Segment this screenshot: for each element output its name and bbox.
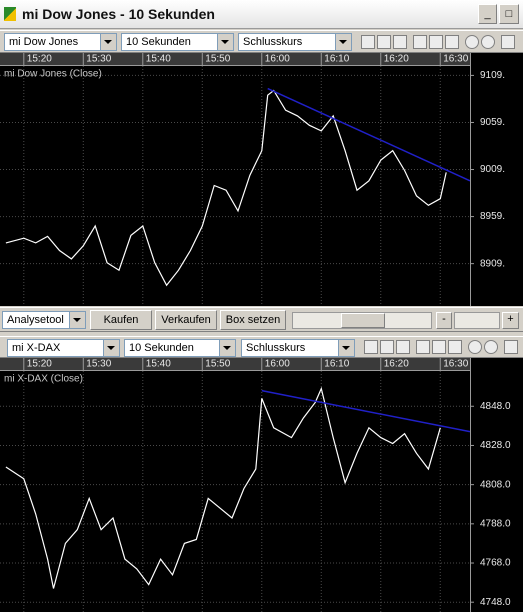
- trend-line: [261, 389, 470, 433]
- x-tick-label: 15:40: [146, 54, 171, 65]
- zoom-out-button[interactable]: -: [436, 312, 452, 329]
- time-strip: [0, 53, 470, 65]
- field-select[interactable]: Schlusskurs: [241, 339, 355, 357]
- y-tick-label: 8909.: [480, 258, 505, 269]
- x-tick-label: 15:30: [86, 54, 111, 65]
- trend-line: [267, 87, 470, 182]
- symbol-text: mi Dow Jones: [9, 36, 79, 48]
- x-tick-label: 16:30: [443, 54, 468, 65]
- price-line: [5, 386, 441, 589]
- tool-icon[interactable]: [380, 340, 394, 354]
- y-tick-label: 9009.: [480, 164, 505, 175]
- price-line: [5, 89, 447, 287]
- x-tick-label: 16:30: [443, 359, 468, 370]
- y-tick-label: 9109.: [480, 70, 505, 81]
- interval-text: 10 Sekunden: [126, 36, 191, 48]
- sell-button[interactable]: Verkaufen: [155, 310, 217, 330]
- y-tick-label: 4748.0: [480, 597, 511, 608]
- zoom-slider[interactable]: [454, 312, 500, 329]
- chart-title: mi X-DAX (Close): [4, 374, 83, 385]
- interval-text: 10 Sekunden: [129, 342, 194, 354]
- symbol-text: mi X-DAX: [12, 342, 61, 354]
- action-bar: Analysetool Kaufen Verkaufen Box setzen …: [0, 307, 523, 332]
- minimize-button[interactable]: _: [478, 4, 497, 24]
- x-tick-label: 15:50: [205, 54, 230, 65]
- plot: [5, 386, 470, 589]
- interval-select[interactable]: 10 Sekunden: [121, 33, 234, 51]
- x-tick-label: 16:10: [324, 54, 349, 65]
- tool-icon[interactable]: [468, 340, 482, 354]
- tool-icon[interactable]: [504, 340, 518, 354]
- tool-icon[interactable]: [393, 35, 407, 49]
- chart-panel: 15:20 15:30 15:40 15:50 16:00 16:10 16:20 16:30…: [0, 358, 523, 612]
- y-tick-label: 4788.0: [480, 518, 511, 529]
- app-icon: [4, 7, 16, 21]
- y-tick-label: 9059.: [480, 117, 505, 128]
- x-tick-label: 15:20: [27, 54, 52, 65]
- tool-icon[interactable]: [445, 35, 459, 49]
- chart-panel: 15:20 15:30 15:40 15:50 16:00 16:10 16:20 16:30…: [0, 53, 523, 306]
- chart-title: mi Dow Jones (Close): [4, 69, 102, 80]
- x-tick-label: 16:20: [384, 54, 409, 65]
- scrollbar[interactable]: [292, 312, 432, 329]
- tool-icon[interactable]: [481, 35, 495, 49]
- field-select[interactable]: Schlusskurs: [238, 33, 352, 51]
- x-tick-label: 16:10: [324, 359, 349, 370]
- time-strip: [0, 358, 470, 370]
- plot: [5, 87, 470, 287]
- buy-button[interactable]: Kaufen: [90, 310, 152, 330]
- field-text: Schlusskurs: [246, 342, 306, 354]
- x-tick-label: 16:00: [265, 359, 290, 370]
- tool-icon[interactable]: [413, 35, 427, 49]
- tool-icon[interactable]: [432, 340, 446, 354]
- tool-icon[interactable]: [465, 35, 479, 49]
- symbol-select[interactable]: mi X-DAX: [7, 339, 120, 357]
- tool-icon[interactable]: [416, 340, 430, 354]
- y-tick-label: 4768.0: [480, 558, 511, 569]
- y-tick-label: 4828.0: [480, 440, 511, 451]
- y-tick-label: 4848.0: [480, 401, 511, 412]
- x-tick-label: 15:40: [146, 359, 171, 370]
- tool-icon[interactable]: [484, 340, 498, 354]
- x-tick-label: 15:20: [27, 359, 52, 370]
- box-button[interactable]: Box setzen: [220, 310, 286, 330]
- x-tick-label: 15:50: [205, 359, 230, 370]
- analysis-text: Analysetool: [7, 314, 64, 326]
- y-tick-label: 4808.0: [480, 479, 511, 490]
- field-text: Schlusskurs: [243, 36, 303, 48]
- x-tick-label: 16:20: [384, 359, 409, 370]
- toolbar: mi X-DAX 10 Sekunden Schlusskurs: [0, 336, 523, 358]
- scroll-thumb[interactable]: [341, 313, 385, 328]
- analysis-select[interactable]: Analysetool: [2, 311, 86, 329]
- title-bar: mi Dow Jones - 10 Sekunden _ □: [0, 0, 523, 29]
- tool-icon[interactable]: [501, 35, 515, 49]
- tool-icon[interactable]: [396, 340, 410, 354]
- x-tick-label: 16:00: [265, 54, 290, 65]
- y-tick-label: 8959.: [480, 211, 505, 222]
- maximize-button[interactable]: □: [499, 4, 519, 24]
- symbol-select[interactable]: mi Dow Jones: [4, 33, 117, 51]
- interval-select[interactable]: 10 Sekunden: [124, 339, 236, 357]
- window-title: mi Dow Jones - 10 Sekunden: [22, 6, 215, 22]
- tool-icon[interactable]: [448, 340, 462, 354]
- tool-icon[interactable]: [377, 35, 391, 49]
- x-tick-label: 15:30: [86, 359, 111, 370]
- tool-icon[interactable]: [429, 35, 443, 49]
- toolbar: mi Dow Jones 10 Sekunden Schlusskurs: [0, 30, 523, 53]
- tool-icon[interactable]: [361, 35, 375, 49]
- zoom-in-button[interactable]: +: [502, 312, 519, 329]
- tool-icon[interactable]: [364, 340, 378, 354]
